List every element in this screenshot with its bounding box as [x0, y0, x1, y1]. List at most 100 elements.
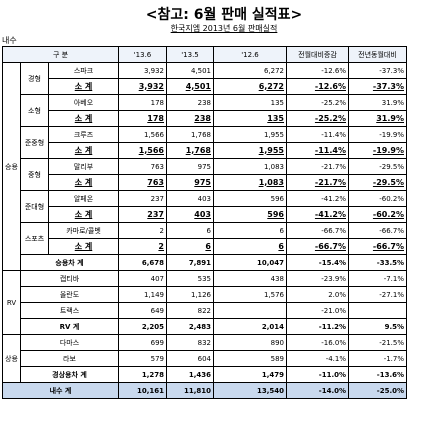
value-cell: 890 [213, 334, 287, 351]
value-cell: 11,810 [166, 382, 214, 399]
value-cell: -13.6% [348, 366, 407, 383]
table-row: 준대형 알페온 237 403 596 -41.2% -60.2% [3, 190, 407, 223]
value-cell: 6,272 [213, 62, 287, 79]
value-cell: 13,540 [213, 382, 287, 399]
value-cell: 4,501 [166, 78, 214, 95]
table-row: 구 분 '13.6'13.5'12.6 전월대비증감 전년동월대비 [2, 46, 407, 63]
subtitle: 한국지엠 2013년 6월 판매실적 [170, 24, 278, 33]
table-row: 라보 579 604 589 -4.1% -1.7% [3, 350, 407, 367]
value-cell: -21.5% [348, 334, 407, 351]
group-label: 상용 [2, 334, 21, 383]
segment-label: 준대형 [20, 190, 49, 223]
value-cell: -11.4% [286, 126, 349, 143]
table-row: 소 계 1,566 1,768 1,955 -11.4% -19.9% [3, 142, 407, 159]
row-label: 소 계 [48, 174, 119, 191]
total-label: RV 계 [20, 318, 119, 335]
value-cell: -4.1% [286, 350, 349, 367]
value-cell: -21.7% [286, 174, 349, 191]
value-cell: 2,483 [166, 318, 214, 335]
value-cell: 3,932 [118, 62, 167, 79]
value-cell: 2,014 [213, 318, 287, 335]
table-row: 소 계 2 6 6 -66.7% -66.7% [3, 238, 407, 255]
row-label: 트랙스 [20, 302, 119, 319]
value-cell: 1,566 [118, 142, 167, 159]
value-cell: 1,955 [213, 142, 287, 159]
value-cell [213, 302, 287, 319]
segment-label: 중형 [20, 158, 49, 191]
value-cell: -11.2% [286, 318, 349, 335]
value-cell: -29.5% [348, 158, 407, 175]
value-cell: 1,149 [118, 286, 167, 303]
value-cell: -14.0% [286, 382, 349, 399]
table-row: 승용차 계 6,678 7,891 10,047 -15.4% -33.5% [3, 254, 407, 271]
row-label: 소 계 [48, 78, 119, 95]
table-row: 상용 다마스 699 832 890 -16.0% -21.5% [2, 334, 407, 383]
row-label: 캡티바 [20, 270, 119, 287]
value-cell: -66.7% [348, 222, 407, 239]
value-cell: 238 [166, 110, 214, 127]
column-header: '13.6 [118, 46, 167, 63]
value-cell: -21.7% [286, 158, 349, 175]
row-label: 다마스 [20, 334, 119, 351]
table-row: RV 캡티바 407 535 438 -23.9% -7.1% [2, 270, 407, 335]
value-cell: 579 [118, 350, 167, 367]
value-cell: -7.1% [348, 270, 407, 287]
value-cell: 1,768 [166, 142, 214, 159]
table-row: 승용 경형 스파크 3,932 4,501 6,272 -12.6% -37.3% [2, 62, 407, 271]
value-cell: 1,083 [213, 158, 287, 175]
value-cell: 135 [213, 94, 287, 111]
value-cell: 589 [213, 350, 287, 367]
group-label: 승용 [2, 62, 21, 271]
value-cell: 238 [166, 94, 214, 111]
sales-table: 구 분 '13.6'13.5'12.6 전월대비증감 전년동월대비 승용 경형 스파크 3,9… [2, 46, 407, 399]
value-cell: -37.3% [348, 62, 407, 79]
value-cell: 6,678 [118, 254, 167, 271]
row-label: 라보 [20, 350, 119, 367]
value-cell: -60.2% [348, 206, 407, 223]
value-cell: 6 [213, 222, 287, 239]
value-cell: 596 [213, 190, 287, 207]
row-label: 알페온 [48, 190, 119, 207]
value-cell: 2.0% [286, 286, 349, 303]
value-cell: 1,955 [213, 126, 287, 143]
column-header: 전월대비증감 [286, 46, 349, 63]
value-cell: 832 [166, 334, 214, 351]
value-cell [348, 302, 407, 319]
value-cell: 10,161 [118, 382, 167, 399]
value-cell: 178 [118, 94, 167, 111]
row-label: 스파크 [48, 62, 119, 79]
total-label: 승용차 계 [20, 254, 119, 271]
value-cell: 604 [166, 350, 214, 367]
value-cell: 596 [213, 206, 287, 223]
value-cell: -66.7% [348, 238, 407, 255]
table-row: 올란도 1,149 1,126 1,576 2.0% -27.1% [3, 286, 407, 303]
table-row: 경상용차 계 1,278 1,436 1,479 -11.0% -13.6% [3, 366, 407, 383]
value-cell: -21.0% [286, 302, 349, 319]
value-cell: -12.6% [286, 78, 349, 95]
value-cell: -11.4% [286, 142, 349, 159]
row-label: 아베오 [48, 94, 119, 111]
section-label: 내수 [2, 36, 17, 45]
value-cell: 403 [166, 206, 214, 223]
row-label: 말리부 [48, 158, 119, 175]
group-label: RV [2, 270, 21, 335]
table-row: 소 계 3,932 4,501 6,272 -12.6% -37.3% [3, 78, 407, 95]
segment-label: 준중형 [20, 126, 49, 159]
table-row: 소 계 763 975 1,083 -21.7% -29.5% [3, 174, 407, 191]
grand-total-label: 내수 계 [2, 382, 119, 399]
value-cell: -41.2% [286, 190, 349, 207]
value-cell: -66.7% [286, 238, 349, 255]
value-cell: 6 [166, 238, 214, 255]
value-cell: -25.2% [286, 110, 349, 127]
value-cell: 9.5% [348, 318, 407, 335]
row-label: 소 계 [48, 238, 119, 255]
table-row: 내수 계 10,161 11,810 13,540 -14.0% -25.0% [2, 382, 407, 399]
value-cell: 1,436 [166, 366, 214, 383]
table-row: RV 계 2,205 2,483 2,014 -11.2% 9.5% [3, 318, 407, 335]
value-cell: 4,501 [166, 62, 214, 79]
value-cell: -15.4% [286, 254, 349, 271]
value-cell: 438 [213, 270, 287, 287]
value-cell: -23.9% [286, 270, 349, 287]
row-label: 크루즈 [48, 126, 119, 143]
segment-label: 스포츠 [20, 222, 49, 255]
